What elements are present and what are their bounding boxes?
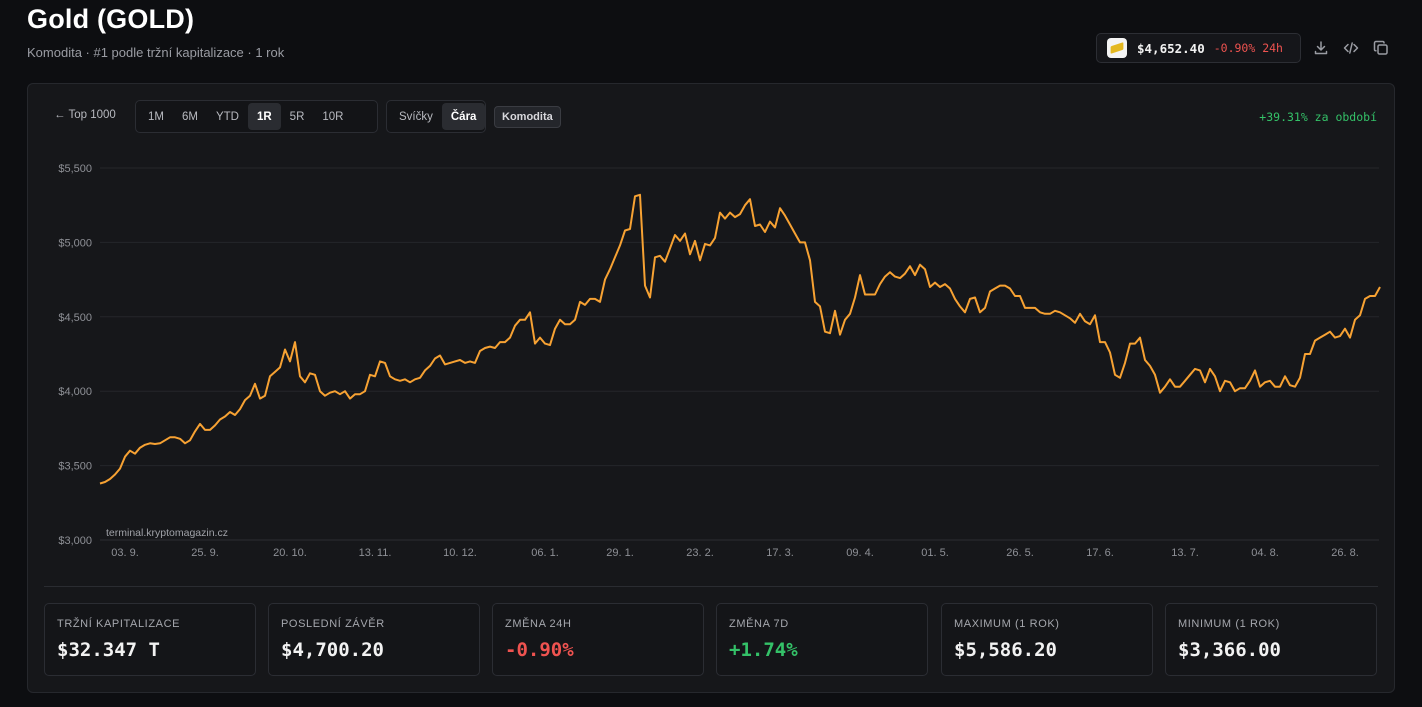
x-tick-label: 17. 3. xyxy=(766,547,794,559)
range-selector: 1M 6M YTD 1R 5R 10R xyxy=(135,100,378,133)
stat-label: Minimum (1 rok) xyxy=(1178,618,1280,630)
stat-label: Změna 24h xyxy=(505,618,572,630)
stat-value: $3,366.00 xyxy=(1178,639,1281,661)
x-tick-label: 23. 2. xyxy=(686,547,714,559)
x-tick-label: 26. 8. xyxy=(1331,547,1359,559)
range-button-ytd[interactable]: YTD xyxy=(215,110,239,123)
x-tick-label: 01. 5. xyxy=(921,547,949,559)
chart-type-selector: Svíčky Čára xyxy=(386,100,486,133)
price-line-chart: $3,000 $3,500 $4,000 $4,500 $5,000 $5,500 03.… xyxy=(58,163,1381,559)
chart-type-line-button[interactable]: Čára xyxy=(441,103,486,130)
copy-icon[interactable] xyxy=(1372,39,1390,57)
range-button-1m[interactable]: 1M xyxy=(148,110,164,123)
stat-label: Tržní kapitalizace xyxy=(57,618,181,630)
x-tick-label: 20. 10. xyxy=(273,547,307,559)
page-title: Gold (GOLD) xyxy=(27,4,195,34)
x-tick-label: 13. 11. xyxy=(359,547,392,559)
watermark: terminal.kryptomagazin.cz xyxy=(106,527,228,539)
chart-panel: ← Top 1000 1M 6M YTD 1R 5R 10R Svíčky Čá… xyxy=(27,83,1395,693)
range-button-1r[interactable]: 1R xyxy=(247,103,281,130)
panel-divider xyxy=(44,586,1378,587)
y-tick-label: $5,000 xyxy=(58,237,92,249)
page-subtitle: Komodita · #1 podle tržní kapitalizace ·… xyxy=(27,45,285,60)
price-series-line xyxy=(99,193,1381,485)
stat-value: $4,700.20 xyxy=(281,639,384,661)
y-tick-label: $3,000 xyxy=(58,535,92,547)
stat-label: Maximum (1 rok) xyxy=(954,618,1060,630)
embed-code-icon[interactable] xyxy=(1342,39,1360,57)
x-tick-label: 06. 1. xyxy=(531,547,559,559)
stat-market-cap: Tržní kapitalizace $32.347 T xyxy=(44,603,256,676)
x-tick-label: 10. 12. xyxy=(443,547,477,559)
stat-change-7d: Změna 7D +1.74% xyxy=(716,603,928,676)
period-change: +39.31% za období xyxy=(1259,110,1377,124)
x-axis-ticks: 03. 9. 25. 9. 20. 10. 13. 11. 10. 12. 06. 1. 2… xyxy=(111,547,1359,559)
y-tick-label: $5,500 xyxy=(58,163,92,175)
download-icon[interactable] xyxy=(1312,39,1330,57)
range-button-6m[interactable]: 6M xyxy=(181,110,198,123)
chart-type-candles-button[interactable]: Svíčky xyxy=(399,110,433,123)
x-tick-label: 26. 5. xyxy=(1006,547,1034,559)
stat-label: Poslední závěr xyxy=(281,618,385,630)
stat-value: -0.90% xyxy=(505,639,574,661)
x-tick-label: 25. 9. xyxy=(191,547,219,559)
stat-label: Změna 7D xyxy=(729,618,789,630)
stat-value: $5,586.20 xyxy=(954,639,1057,661)
x-tick-label: 03. 9. xyxy=(111,547,139,559)
category-chip[interactable]: Komodita xyxy=(494,106,561,128)
stat-value: +1.74% xyxy=(729,639,798,661)
y-tick-label: $4,500 xyxy=(58,312,92,324)
stat-last-close: Poslední závěr $4,700.20 xyxy=(268,603,480,676)
stat-value: $32.347 T xyxy=(57,639,160,661)
stat-min-1y: Minimum (1 rok) $3,366.00 xyxy=(1165,603,1377,676)
y-tick-label: $3,500 xyxy=(58,461,92,473)
stat-change-24h: Změna 24h -0.90% xyxy=(492,603,704,676)
range-button-10r[interactable]: 10R xyxy=(322,110,344,123)
y-tick-label: $4,000 xyxy=(58,386,92,398)
range-button-5r[interactable]: 5R xyxy=(289,110,305,123)
x-tick-label: 17. 6. xyxy=(1086,547,1114,559)
back-to-top-link[interactable]: ← Top 1000 xyxy=(54,109,116,121)
stat-max-1y: Maximum (1 rok) $5,586.20 xyxy=(941,603,1153,676)
y-axis-ticks: $3,000 $3,500 $4,000 $4,500 $5,000 $5,500 xyxy=(58,163,92,547)
pill-price: $4,652.40 xyxy=(1137,40,1205,56)
x-tick-label: 09. 4. xyxy=(846,547,874,559)
price-pill: $4,652.40 -0.90% 24h xyxy=(1096,33,1301,63)
x-tick-label: 04. 8. xyxy=(1251,547,1279,559)
x-tick-label: 29. 1. xyxy=(606,547,634,559)
pill-change: -0.90% 24h xyxy=(1213,41,1283,55)
gold-bar-icon xyxy=(1107,38,1127,58)
x-tick-label: 13. 7. xyxy=(1171,547,1199,559)
chart-grid xyxy=(100,167,1379,541)
